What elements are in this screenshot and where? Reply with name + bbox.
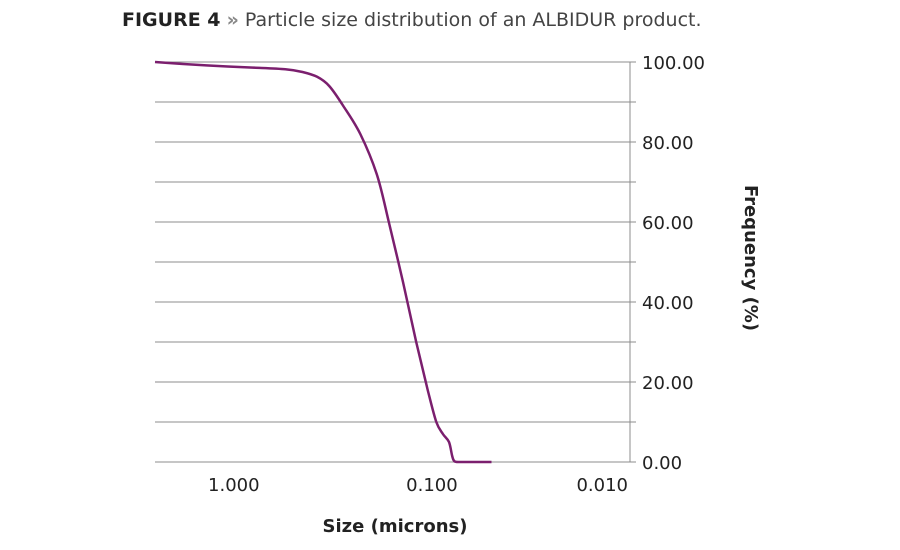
y-tick-label: 60.00 — [642, 213, 694, 234]
figure-title: FIGURE 4 » Particle size distribution of… — [122, 9, 702, 31]
y-tick-labels: 0.00 20.00 40.00 60.00 80.00 100.00 — [642, 53, 705, 474]
x-tick-labels: 1.000 0.100 0.010 — [208, 475, 628, 496]
title-separator: » — [226, 9, 239, 31]
figure-number: FIGURE 4 — [122, 9, 221, 31]
y-tick-label: 0.00 — [642, 453, 682, 474]
axes — [155, 62, 631, 463]
y-tick-label: 80.00 — [642, 133, 694, 154]
x-axis-label: Size (microns) — [323, 516, 468, 537]
x-tick-label: 0.010 — [576, 475, 628, 496]
series-line — [154, 60, 492, 464]
y-tick-label: 100.00 — [642, 53, 705, 74]
figure-caption: Particle size distribution of an ALBIDUR… — [244, 9, 702, 31]
y-axis-label: Frequency (%) — [740, 185, 761, 331]
grid-lines — [155, 61, 636, 463]
x-tick-label: 1.000 — [208, 475, 260, 496]
y-tick-label: 40.00 — [642, 293, 694, 314]
series-lines — [154, 60, 492, 464]
x-tick-label: 0.100 — [406, 475, 458, 496]
y-tick-label: 20.00 — [642, 373, 694, 394]
